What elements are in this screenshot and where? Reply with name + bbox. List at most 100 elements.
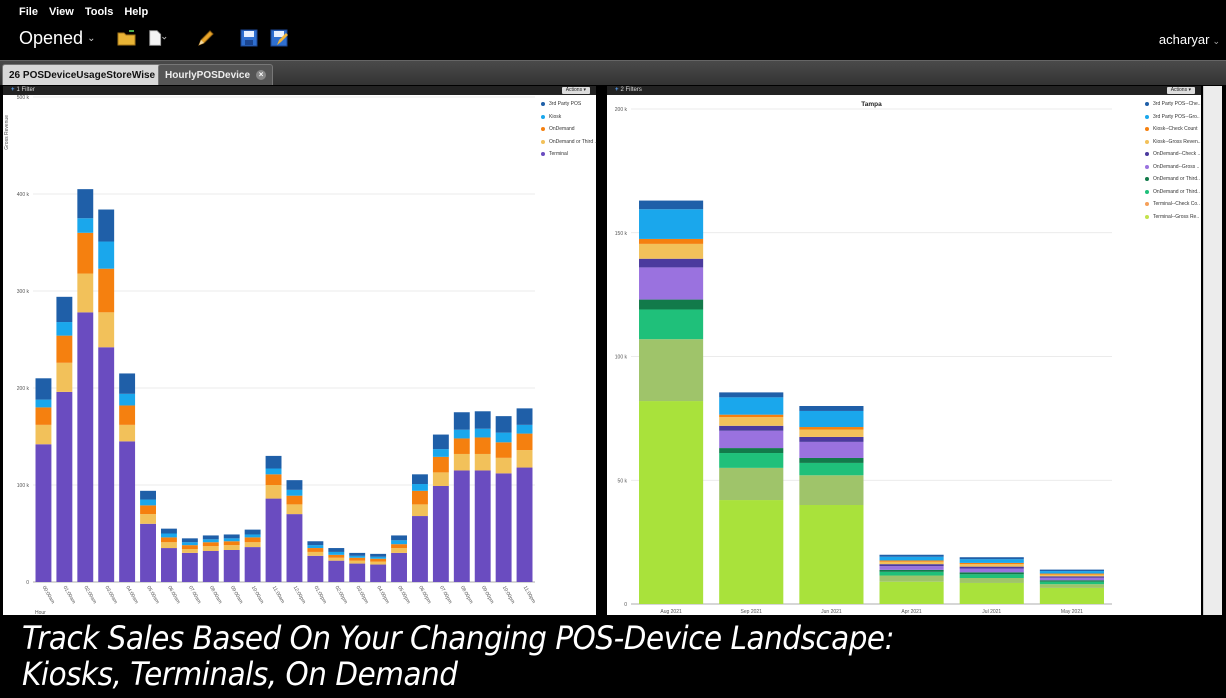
bar-segment (1039, 576, 1104, 578)
bar-segment (202, 539, 219, 543)
bar-segment (140, 505, 156, 515)
bar-segment (639, 339, 704, 402)
bar-segment (1039, 569, 1104, 572)
tab-label: HourlyPOSDevice (165, 69, 251, 81)
bar-segment (140, 514, 156, 524)
bar-segment (879, 571, 944, 576)
bar-segment (719, 467, 784, 501)
bar-segment (265, 468, 282, 475)
y-tick-label: 100 k (17, 483, 30, 489)
legend-item[interactable]: Terminal--Check Co.. (1145, 198, 1201, 211)
bar-segment (244, 529, 261, 535)
chevron-down-icon[interactable]: ⌄ (87, 32, 96, 44)
open-folder-icon[interactable] (117, 28, 137, 48)
x-tick-label: 07:00pm (438, 585, 453, 605)
filters-toggle[interactable]: +2 Filters (615, 86, 642, 95)
legend-label: OnDemand or Third .. (549, 138, 598, 145)
bar-segment (1039, 573, 1104, 575)
bar-segment (265, 474, 282, 485)
bar-segment (799, 410, 864, 428)
legend-item[interactable]: OnDemand or Third.. (1145, 173, 1201, 186)
legend-swatch (1145, 102, 1149, 107)
legend-item[interactable]: OnDemand--Gross .. (1145, 161, 1201, 174)
x-tick-label: 08:00am (208, 585, 223, 605)
opened-dropdown[interactable]: Opened (19, 27, 84, 48)
legend-item[interactable]: OnDemand or Third .. (541, 136, 597, 149)
filters-toggle[interactable]: +1 Filter (11, 86, 35, 95)
bar-segment (412, 516, 428, 582)
filter-icon: + (11, 87, 15, 93)
tab-pos-device-usage-store-wise[interactable]: 26 POSDeviceUsageStoreWise× (2, 64, 179, 85)
legend-item[interactable]: OnDemand or Third.. (1145, 186, 1201, 199)
legend-item[interactable]: 3rd Party POS (541, 98, 597, 111)
vertical-scrollbar[interactable] (1203, 86, 1222, 615)
bar-segment (391, 535, 407, 541)
legend-item[interactable]: Kiosk--Check Count (1145, 123, 1201, 136)
legend-item[interactable]: 3rd Party POS--Che.. (1145, 98, 1201, 111)
bar-segment (516, 467, 533, 582)
menu-file[interactable]: File (19, 6, 38, 18)
legend-swatch (1145, 189, 1149, 194)
bar-segment (223, 545, 240, 550)
tab-hourly-pos-device[interactable]: HourlyPOSDevice × (158, 64, 274, 85)
bar-segment (799, 505, 864, 604)
legend-label: 3rd Party POS (549, 101, 582, 108)
bar-segment (391, 544, 407, 549)
legend-swatch (1145, 214, 1149, 219)
menu-bar: File View Tools Help (19, 6, 148, 18)
menu-view[interactable]: View (48, 6, 74, 18)
bar-segment (223, 541, 240, 546)
x-tick-label: 11:00am (271, 585, 286, 605)
legend-item[interactable]: Terminal (541, 148, 597, 161)
new-document-icon[interactable] (147, 28, 167, 48)
bar-segment (639, 299, 704, 310)
bar-segment (265, 455, 282, 469)
x-tick-label: 03:00pm (354, 585, 369, 605)
chevron-down-icon: ⌄ (1212, 36, 1220, 46)
bar-segment (959, 578, 1024, 583)
bar-segment (495, 457, 512, 474)
legend-item[interactable]: OnDemand (541, 123, 597, 136)
x-tick-label: 02:00am (83, 585, 98, 605)
bar-segment (223, 534, 240, 539)
save-as-icon[interactable] (269, 28, 289, 48)
legend-item[interactable]: Kiosk--Gross Reven.. (1145, 136, 1201, 149)
bar-segment (35, 407, 52, 425)
bar-segment (202, 546, 219, 551)
x-tick-label: Jul 2021 (982, 609, 1001, 615)
bar-segment (181, 542, 198, 546)
close-icon[interactable]: × (256, 70, 267, 80)
legend-item[interactable]: Terminal--Gross Re.. (1145, 211, 1201, 224)
x-tick-label: 01:00pm (313, 585, 328, 605)
actions-button[interactable]: Actions ▾ (1166, 87, 1195, 94)
legend-item[interactable]: OnDemand--Check .. (1145, 148, 1201, 161)
bar-segment (495, 473, 512, 582)
save-icon[interactable] (239, 28, 259, 48)
bar-segment (639, 258, 704, 268)
bar-segment (119, 393, 136, 406)
menu-help[interactable]: Help (124, 6, 149, 18)
bar-segment (639, 401, 704, 604)
tab-strip: 26 POSDeviceUsageStoreWise× HourlyPOSDev… (0, 60, 1226, 85)
bar-segment (879, 569, 944, 572)
bar-segment (959, 564, 1024, 567)
user-menu[interactable]: acharyar ⌄ (1159, 32, 1220, 47)
bar-segment (1039, 584, 1104, 588)
menu-tools[interactable]: Tools (84, 6, 114, 18)
y-tick-label: 100 k (615, 355, 628, 361)
bar-segment (453, 429, 470, 439)
tab-label: 26 POSDeviceUsageStoreWise (9, 69, 156, 81)
bar-segment (959, 582, 1024, 604)
bar-segment (286, 480, 303, 490)
bar-segment (432, 434, 449, 450)
y-tick-label: 200 k (17, 386, 30, 392)
legend-item[interactable]: 3rd Party POS--Gro.. (1145, 111, 1201, 124)
bar-segment (959, 568, 1024, 573)
bar-segment (474, 437, 491, 454)
bar-segment (639, 200, 704, 210)
legend-swatch (541, 127, 545, 132)
legend-item[interactable]: Kiosk (541, 111, 597, 124)
edit-pencil-icon[interactable] (195, 28, 215, 48)
actions-button[interactable]: Actions ▾ (561, 87, 590, 94)
